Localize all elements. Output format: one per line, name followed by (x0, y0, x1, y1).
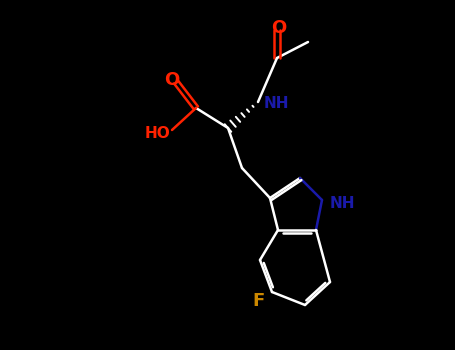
Text: F: F (252, 292, 264, 310)
Text: NH: NH (263, 97, 289, 112)
Text: O: O (271, 19, 287, 37)
Text: O: O (164, 71, 180, 89)
Text: NH: NH (329, 196, 355, 211)
Text: HO: HO (145, 126, 171, 140)
